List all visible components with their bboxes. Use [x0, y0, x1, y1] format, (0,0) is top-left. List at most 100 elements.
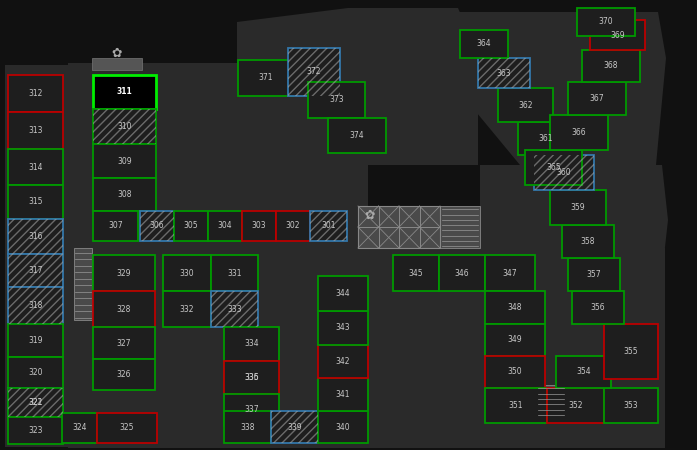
Text: 311: 311 — [116, 87, 132, 96]
Text: 331: 331 — [227, 269, 242, 278]
Bar — [93, 75, 156, 109]
Bar — [420, 206, 440, 227]
Text: 343: 343 — [336, 324, 351, 333]
Text: 322: 322 — [29, 398, 43, 407]
Text: 323: 323 — [29, 426, 43, 435]
Bar — [93, 109, 156, 144]
Text: 346: 346 — [454, 269, 469, 278]
Text: 309: 309 — [117, 157, 132, 166]
Text: 305: 305 — [184, 221, 199, 230]
Bar — [318, 411, 368, 443]
Bar — [288, 48, 340, 96]
Bar — [358, 227, 378, 248]
Text: 315: 315 — [29, 198, 43, 207]
Bar — [556, 356, 611, 388]
Text: 365: 365 — [546, 163, 561, 172]
Text: 373: 373 — [329, 95, 344, 104]
Bar — [550, 190, 606, 225]
Text: 326: 326 — [117, 370, 131, 379]
Text: 347: 347 — [503, 269, 517, 278]
Text: 352: 352 — [568, 401, 583, 410]
Bar — [310, 211, 347, 241]
Bar — [393, 255, 439, 291]
Text: 370: 370 — [599, 18, 613, 27]
Bar — [271, 411, 318, 443]
Bar — [318, 276, 368, 311]
Bar — [590, 20, 645, 50]
Text: 358: 358 — [581, 237, 595, 246]
Text: 302: 302 — [286, 221, 300, 230]
Polygon shape — [480, 165, 668, 420]
Text: 338: 338 — [240, 423, 254, 432]
Text: 318: 318 — [29, 301, 43, 310]
Text: 361: 361 — [538, 134, 553, 143]
Bar — [62, 413, 97, 443]
Bar — [378, 206, 399, 227]
Bar — [140, 211, 174, 241]
Text: 337: 337 — [244, 405, 259, 414]
Text: 341: 341 — [336, 390, 351, 399]
Text: 339: 339 — [287, 423, 302, 432]
Text: 351: 351 — [509, 401, 523, 410]
Text: 342: 342 — [336, 357, 351, 366]
Bar — [480, 248, 625, 298]
Bar — [537, 385, 565, 417]
Text: 336: 336 — [244, 373, 259, 382]
Text: 363: 363 — [497, 68, 512, 77]
Text: 344: 344 — [336, 289, 351, 298]
Bar — [174, 211, 208, 241]
Bar — [8, 219, 63, 254]
Text: 321: 321 — [29, 398, 43, 407]
Bar — [271, 411, 318, 443]
Bar — [8, 254, 63, 287]
Bar — [208, 211, 242, 241]
Text: ✿: ✿ — [112, 46, 122, 59]
Text: 320: 320 — [29, 368, 43, 377]
Bar — [8, 388, 63, 417]
Bar — [8, 388, 63, 417]
Bar — [276, 211, 310, 241]
Text: 306: 306 — [150, 221, 164, 230]
Bar — [525, 150, 582, 185]
Bar — [211, 255, 258, 291]
Bar — [460, 30, 508, 58]
Text: 345: 345 — [408, 269, 423, 278]
Bar — [224, 361, 279, 394]
Bar — [485, 255, 535, 291]
Bar — [358, 206, 378, 227]
Bar — [163, 255, 211, 291]
Bar — [572, 291, 624, 324]
Bar — [8, 185, 63, 219]
Bar — [439, 255, 485, 291]
Bar — [8, 254, 63, 287]
Bar — [8, 75, 63, 112]
Bar — [242, 211, 276, 241]
Polygon shape — [448, 12, 666, 165]
Text: 357: 357 — [587, 270, 602, 279]
Bar — [358, 206, 440, 248]
Bar — [211, 291, 258, 327]
Text: 367: 367 — [590, 94, 604, 103]
Text: 360: 360 — [557, 168, 572, 177]
Bar — [547, 388, 604, 423]
Text: 372: 372 — [307, 68, 321, 76]
Text: 317: 317 — [29, 266, 43, 275]
Text: 308: 308 — [117, 190, 132, 199]
Bar — [399, 227, 420, 248]
Bar — [8, 112, 63, 149]
Bar — [577, 8, 635, 36]
Bar — [8, 287, 63, 324]
Text: 356: 356 — [590, 303, 605, 312]
Bar — [480, 248, 665, 448]
Bar — [534, 155, 594, 190]
Text: 310: 310 — [117, 122, 132, 131]
Bar — [399, 206, 420, 227]
Bar — [420, 227, 440, 248]
Bar — [8, 357, 63, 388]
Bar — [318, 378, 368, 411]
Text: 348: 348 — [507, 303, 522, 312]
Bar — [8, 287, 63, 324]
Bar — [224, 361, 279, 394]
Bar — [318, 311, 368, 345]
Text: 316: 316 — [29, 232, 43, 241]
